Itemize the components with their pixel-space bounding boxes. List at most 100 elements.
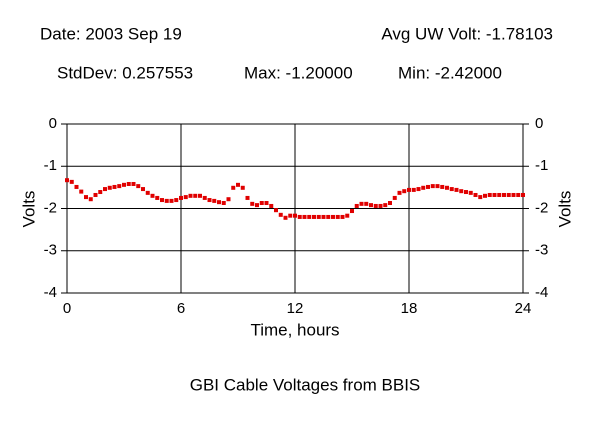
data-point xyxy=(402,189,407,194)
data-point xyxy=(497,192,502,197)
data-point xyxy=(269,203,274,208)
data-point xyxy=(126,181,131,186)
data-point xyxy=(392,195,397,200)
y-axis-label: Volts xyxy=(19,191,38,228)
data-point xyxy=(179,195,183,200)
data-point xyxy=(283,215,288,220)
x-tick-label: 0 xyxy=(63,300,71,317)
y2-tick-label: -4 xyxy=(535,284,548,301)
data-point xyxy=(155,195,160,200)
data-point xyxy=(502,192,506,197)
data-point xyxy=(307,214,312,219)
data-point xyxy=(212,198,217,203)
data-point xyxy=(236,182,240,187)
data-point xyxy=(430,184,435,189)
data-point xyxy=(98,190,103,195)
y2-axis-label: Volts xyxy=(555,191,574,228)
data-point xyxy=(264,201,269,206)
data-point xyxy=(221,201,226,206)
data-point xyxy=(388,201,392,206)
data-point xyxy=(416,187,421,192)
y-tick-label: 0 xyxy=(49,115,57,132)
max-label: Max: -1.20000 xyxy=(244,63,353,82)
data-point xyxy=(250,201,255,206)
y2-tick-label: 0 xyxy=(535,115,543,132)
data-point xyxy=(506,192,511,197)
data-point xyxy=(516,192,521,197)
x-tick-label: 24 xyxy=(515,300,532,317)
data-point xyxy=(445,185,449,190)
y-tick-label: -4 xyxy=(44,284,57,301)
y-tick-label: -1 xyxy=(44,157,57,174)
data-point xyxy=(103,187,107,192)
data-point xyxy=(426,184,430,189)
data-point xyxy=(478,195,483,200)
data-point xyxy=(521,192,525,197)
data-point xyxy=(492,192,497,197)
y2-tick-label: -1 xyxy=(535,157,548,174)
data-point xyxy=(407,187,411,192)
data-point xyxy=(373,203,378,208)
data-point xyxy=(369,203,373,208)
data-point xyxy=(231,185,236,190)
x-tick-label: 6 xyxy=(177,300,185,317)
data-point xyxy=(302,214,307,219)
avg-label: Avg UW Volt: -1.78103 xyxy=(381,24,553,43)
data-point xyxy=(511,192,516,197)
data-point xyxy=(293,213,297,218)
data-point xyxy=(487,192,492,197)
data-point xyxy=(69,179,74,184)
data-point xyxy=(297,214,302,219)
data-point xyxy=(198,193,202,198)
data-point xyxy=(74,184,79,189)
data-point xyxy=(145,190,150,195)
data-point xyxy=(84,195,88,200)
data-point xyxy=(449,187,454,192)
y2-tick-label: -2 xyxy=(535,199,548,216)
data-point xyxy=(459,189,464,194)
data-point xyxy=(88,197,93,202)
chart-title: GBI Cable Voltages from BBIS xyxy=(190,375,421,394)
data-point xyxy=(312,214,316,219)
data-point xyxy=(174,198,179,203)
data-point xyxy=(364,201,369,206)
data-point xyxy=(141,187,145,192)
data-point xyxy=(255,203,259,208)
data-point xyxy=(217,200,221,205)
data-point xyxy=(454,187,459,192)
data-point xyxy=(107,185,112,190)
date-label: Date: 2003 Sep 19 xyxy=(40,24,182,43)
data-point xyxy=(65,178,69,183)
data-point xyxy=(316,214,321,219)
data-point xyxy=(411,187,416,192)
data-point xyxy=(202,195,207,200)
data-point xyxy=(335,214,340,219)
x-axis-label: Time, hours xyxy=(250,320,339,339)
data-point xyxy=(331,214,335,219)
data-point xyxy=(117,184,122,189)
data-point xyxy=(435,184,440,189)
data-point xyxy=(350,209,354,214)
data-point xyxy=(421,185,426,190)
data-point xyxy=(354,203,359,208)
data-point xyxy=(207,198,212,203)
data-point xyxy=(131,181,136,186)
data-point xyxy=(440,184,445,189)
data-point xyxy=(245,195,250,200)
data-point xyxy=(278,212,283,217)
x-tick-label: 12 xyxy=(287,300,304,317)
data-point xyxy=(397,190,402,195)
data-point xyxy=(378,203,383,208)
y-tick-label: -3 xyxy=(44,242,57,259)
data-point xyxy=(188,193,193,198)
data-point xyxy=(321,214,326,219)
y-tick-label: -2 xyxy=(44,199,57,216)
y2-tick-label: -3 xyxy=(535,242,548,259)
data-point xyxy=(160,198,164,203)
data-point xyxy=(193,193,198,198)
data-point xyxy=(79,189,84,194)
data-point xyxy=(259,201,264,206)
data-point xyxy=(326,214,331,219)
data-point xyxy=(340,214,345,219)
